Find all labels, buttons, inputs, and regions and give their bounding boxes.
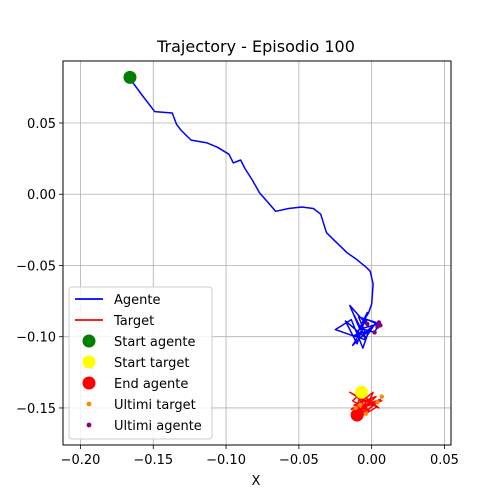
legend-label: Ultimi agente xyxy=(114,419,202,434)
legend-label: Target xyxy=(113,314,154,329)
x-tick-label: 0.05 xyxy=(430,453,459,468)
ultimi-agente-point xyxy=(376,320,382,325)
x-tick-label: −0.15 xyxy=(133,453,173,468)
legend-box xyxy=(68,286,213,440)
y-tick-label: −0.15 xyxy=(16,402,56,417)
plot-frame xyxy=(62,60,452,446)
legend-label: Start agente xyxy=(114,335,195,350)
ultimi-target-point xyxy=(375,400,380,405)
y-tick-label: 0.00 xyxy=(27,188,56,203)
y-tick-label: 0.05 xyxy=(27,117,56,132)
agente-line xyxy=(129,78,382,349)
legend-swatch xyxy=(82,334,96,348)
legend-swatch xyxy=(86,422,92,428)
legend-label: Agente xyxy=(114,293,160,308)
end-agente-point xyxy=(350,408,364,422)
start-agente-point xyxy=(123,70,137,84)
x-tick-label: −0.20 xyxy=(61,453,101,468)
legend-swatch xyxy=(86,401,92,407)
ultimi-target-point xyxy=(363,411,369,416)
legend-swatch xyxy=(82,376,96,390)
legend: Agente Target Start agente Start target End … xyxy=(68,286,213,440)
legend-label: End agente xyxy=(114,377,188,392)
ultimi-target-point xyxy=(357,402,363,408)
chart-title: Trajectory - Episodio 100 xyxy=(156,37,355,56)
ultimi-agente-point xyxy=(365,321,370,327)
ultimi-agente-point xyxy=(375,324,380,329)
y-tick-label: −0.10 xyxy=(16,331,56,346)
legend-label: Start target xyxy=(114,356,189,371)
x-tick-label: −0.10 xyxy=(206,453,246,468)
start-target-point xyxy=(354,385,368,399)
x-axis-label: X xyxy=(252,474,261,489)
series-layer xyxy=(123,70,385,422)
ultimi-target-point xyxy=(353,405,358,411)
legend-label: Ultimi target xyxy=(114,398,196,413)
ultimi-agente-point xyxy=(372,330,377,335)
legend-swatch xyxy=(82,355,96,369)
x-tick-label: −0.05 xyxy=(279,453,319,468)
axis-ticks: −0.20 −0.15 −0.10 −0.05 0.00 0.05 −0.15 −0.10 −0… xyxy=(16,117,459,468)
y-tick-label: −0.05 xyxy=(16,259,56,274)
ultimi-target-point xyxy=(379,394,385,399)
x-tick-label: 0.00 xyxy=(357,453,386,468)
